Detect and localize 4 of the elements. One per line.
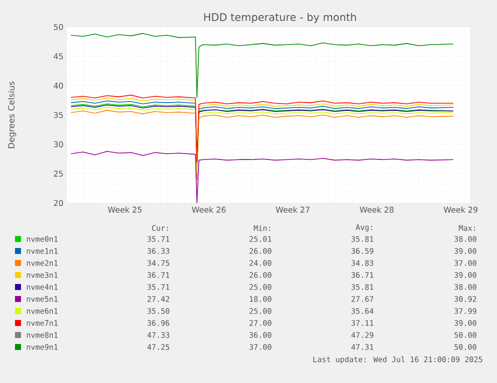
y-axis-title: Degrees Celsius [8, 81, 16, 148]
chart-title: HDD temperature - by month [204, 12, 356, 24]
line-series [70, 33, 454, 98]
line-series [70, 150, 454, 203]
